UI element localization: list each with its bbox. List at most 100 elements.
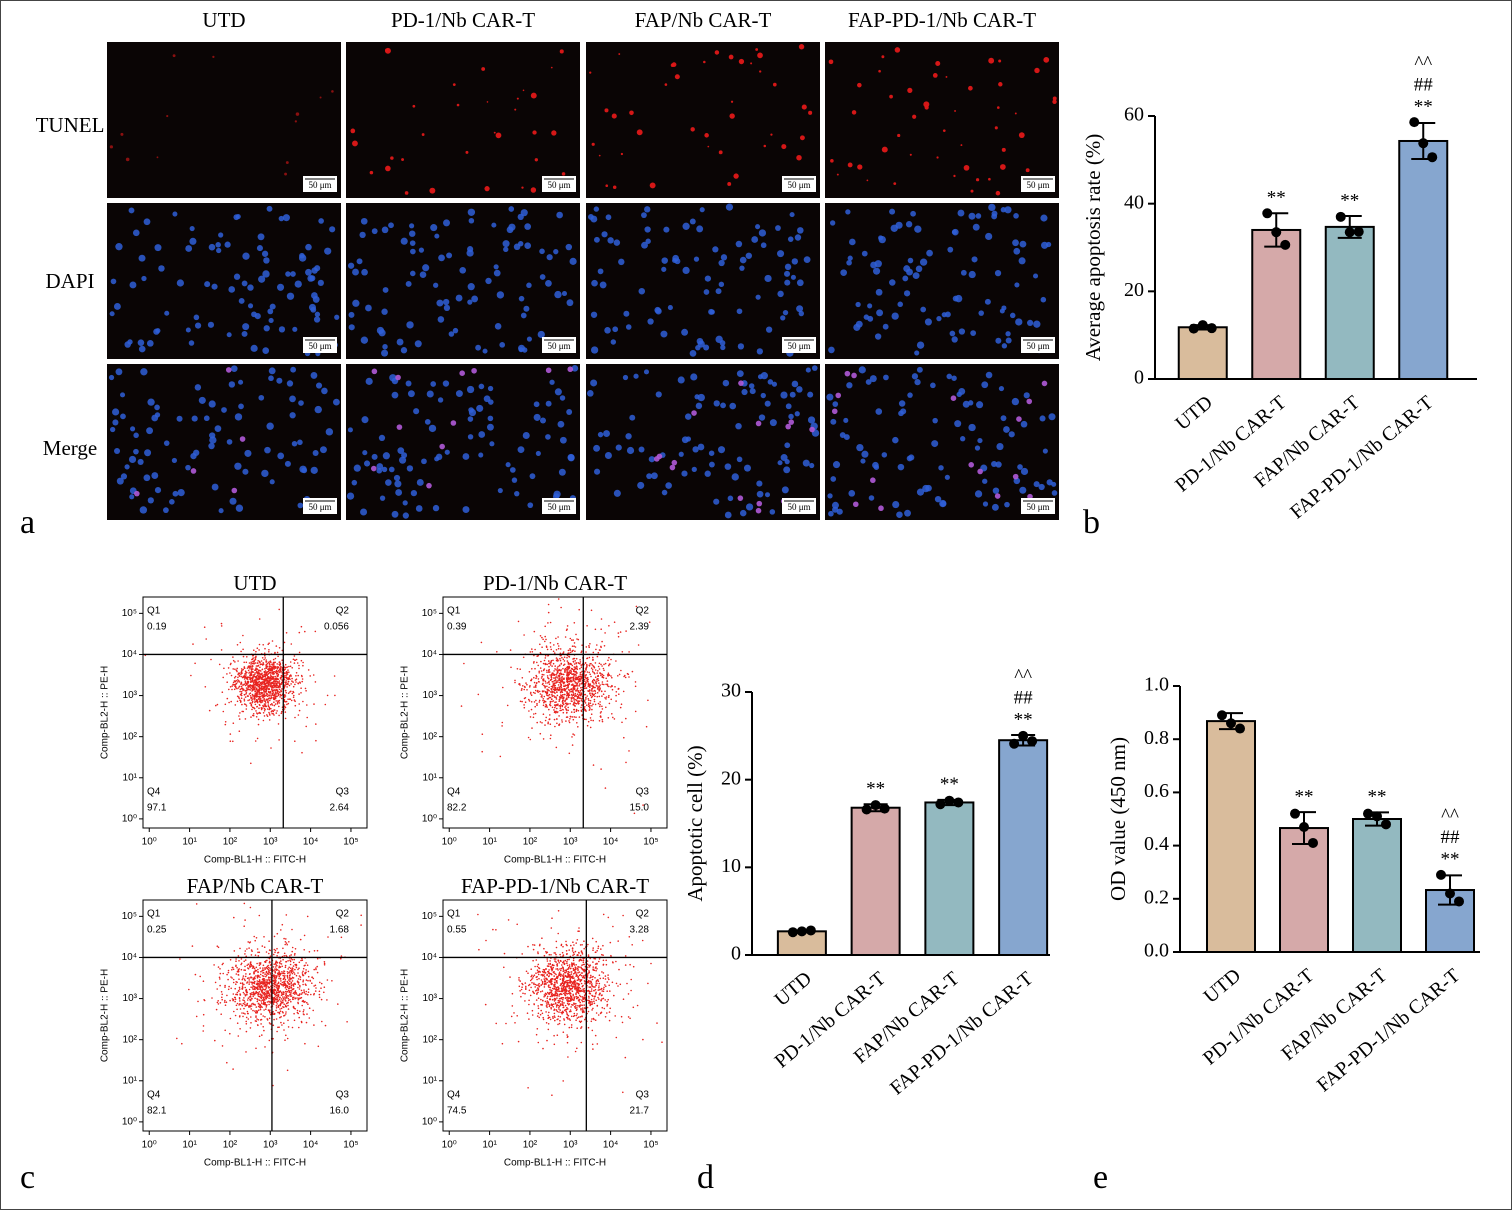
tunel-signal (801, 104, 807, 110)
event-dot (540, 677, 543, 679)
event-dot (259, 687, 261, 689)
event-dot (262, 685, 264, 688)
event-dot (282, 1012, 284, 1014)
event-dot (291, 677, 293, 680)
event-dot (535, 675, 538, 678)
tunel-signal (738, 58, 745, 65)
event-dot (561, 676, 563, 679)
merged-signal (756, 500, 763, 507)
nucleus (313, 316, 321, 323)
event-dot (269, 1013, 272, 1016)
event-dot (575, 674, 577, 676)
nucleus (938, 465, 944, 471)
event-dot (597, 677, 599, 680)
event-dot (606, 683, 609, 686)
event-dot (261, 688, 264, 690)
image-background (346, 364, 580, 520)
event-dot (241, 978, 244, 981)
event-dot (300, 625, 303, 628)
nucleus (914, 350, 920, 356)
event-dot (306, 915, 309, 918)
event-dot (250, 677, 252, 679)
event-dot (268, 986, 271, 989)
event-dot (226, 973, 228, 976)
event-dot (553, 644, 555, 646)
scale-bar-label: 50 μm (547, 180, 570, 190)
event-dot (568, 655, 570, 658)
event-dot (287, 977, 289, 979)
nucleus (426, 390, 434, 398)
event-dot (264, 996, 267, 998)
event-dot (268, 676, 270, 678)
event-dot (337, 1003, 339, 1005)
event-dot (554, 682, 556, 684)
nucleus (872, 267, 881, 275)
nucleus (319, 446, 327, 454)
nucleus (137, 339, 145, 346)
event-dot (295, 966, 298, 969)
nucleus (794, 411, 800, 417)
event-dot (591, 688, 593, 690)
nucleus (520, 312, 527, 319)
nucleus (298, 400, 304, 406)
image-background (107, 203, 341, 359)
event-dot (578, 691, 581, 694)
nucleus (872, 461, 879, 469)
event-dot (235, 686, 237, 689)
event-dot (607, 672, 610, 674)
nucleus (604, 452, 612, 460)
event-dot (301, 678, 304, 680)
event-dot (533, 676, 535, 679)
event-dot (615, 700, 617, 702)
event-dot (551, 706, 554, 709)
event-dot (275, 1001, 278, 1004)
nucleus (277, 452, 285, 460)
event-dot (254, 662, 257, 664)
nucleus (897, 463, 905, 471)
event-dot (266, 674, 269, 677)
event-dot (238, 675, 241, 677)
nucleus (876, 309, 884, 317)
event-dot (542, 662, 545, 665)
event-dot (553, 674, 556, 677)
nucleus (756, 348, 763, 355)
nucleus (771, 381, 778, 387)
nucleus (467, 299, 473, 305)
event-dot (600, 663, 602, 666)
event-dot (255, 690, 257, 693)
nucleus (718, 281, 725, 288)
event-dot (294, 659, 297, 661)
tunel-signal (881, 55, 885, 59)
event-dot (586, 724, 589, 727)
event-dot (531, 648, 533, 650)
event-dot (274, 657, 277, 660)
event-dot (273, 969, 275, 972)
nucleus (499, 341, 506, 348)
nucleus (116, 477, 124, 485)
event-dot (549, 714, 551, 716)
nucleus (545, 434, 551, 440)
event-dot (306, 716, 309, 719)
nucleus (109, 311, 115, 317)
event-dot (573, 701, 576, 703)
event-dot (216, 988, 218, 990)
event-dot (323, 962, 326, 965)
event-dot (570, 690, 572, 693)
event-dot (562, 699, 564, 702)
event-dot (601, 681, 604, 683)
event-dot (267, 704, 270, 706)
event-dot (557, 669, 560, 672)
event-dot (564, 636, 567, 638)
event-dot (566, 672, 568, 674)
nucleus (883, 374, 889, 381)
event-dot (265, 694, 268, 696)
event-dot (248, 1006, 250, 1008)
tunel-signal (830, 159, 834, 163)
event-dot (224, 984, 226, 987)
event-dot (255, 655, 257, 658)
nucleus (968, 423, 976, 432)
event-dot (252, 685, 255, 688)
event-dot (575, 676, 577, 678)
event-dot (529, 651, 532, 653)
event-dot (235, 669, 238, 671)
